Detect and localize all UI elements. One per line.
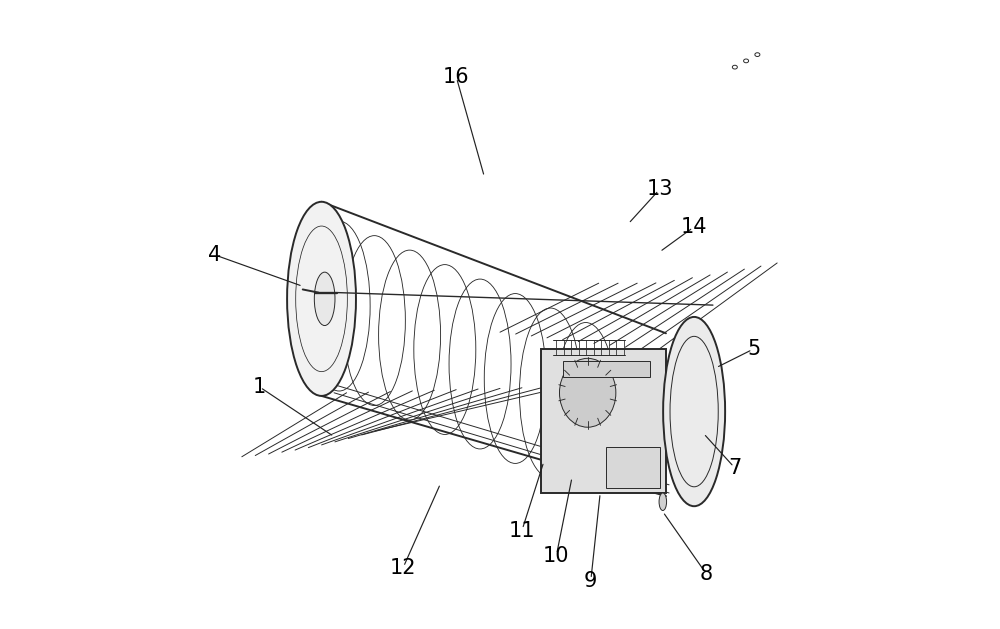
Ellipse shape bbox=[732, 65, 737, 69]
Ellipse shape bbox=[559, 359, 616, 427]
Bar bbox=[606, 447, 660, 488]
Text: 11: 11 bbox=[509, 521, 535, 540]
Bar bbox=[563, 362, 650, 377]
Text: 14: 14 bbox=[681, 217, 707, 237]
Ellipse shape bbox=[755, 53, 760, 57]
Ellipse shape bbox=[659, 493, 667, 511]
Text: 4: 4 bbox=[208, 245, 222, 265]
Text: 10: 10 bbox=[543, 545, 570, 565]
Ellipse shape bbox=[663, 317, 725, 506]
Text: 13: 13 bbox=[646, 179, 673, 199]
Ellipse shape bbox=[744, 59, 749, 63]
Text: 1: 1 bbox=[252, 377, 266, 396]
Ellipse shape bbox=[287, 202, 356, 396]
Text: 16: 16 bbox=[443, 67, 469, 87]
Text: 9: 9 bbox=[584, 571, 597, 591]
Text: 8: 8 bbox=[700, 564, 713, 584]
Bar bbox=[541, 349, 666, 493]
Ellipse shape bbox=[314, 272, 335, 326]
Text: 7: 7 bbox=[728, 458, 741, 478]
Text: 12: 12 bbox=[390, 558, 416, 578]
Text: 5: 5 bbox=[747, 339, 760, 359]
